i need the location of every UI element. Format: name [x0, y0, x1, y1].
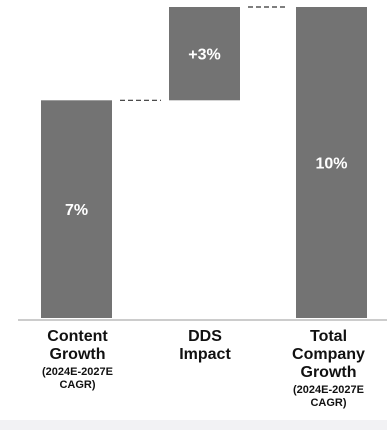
bar-value-label-0: 7% — [65, 202, 88, 219]
category-main-label: Content Growth — [47, 328, 108, 363]
category-label-total-company-growth: Total Company Growth (2024E-2027E CAGR) — [270, 328, 387, 410]
bar-1 — [169, 7, 240, 101]
category-label-dds-impact: DDS Impact — [150, 328, 260, 364]
category-label-content-growth: Content Growth (2024E-2027E CAGR) — [20, 328, 135, 392]
category-main-label: Total Company Growth — [292, 328, 365, 381]
bar-0 — [41, 100, 112, 318]
footer-band — [0, 420, 387, 430]
category-sub-label: (2024E-2027E CAGR) — [42, 366, 113, 391]
category-sub-label: (2024E-2027E CAGR) — [293, 384, 364, 409]
bar-value-label-1: +3% — [188, 47, 220, 64]
category-main-label: DDS Impact — [179, 328, 231, 363]
bar-2 — [296, 7, 367, 318]
bar-value-label-2: 10% — [315, 156, 347, 173]
